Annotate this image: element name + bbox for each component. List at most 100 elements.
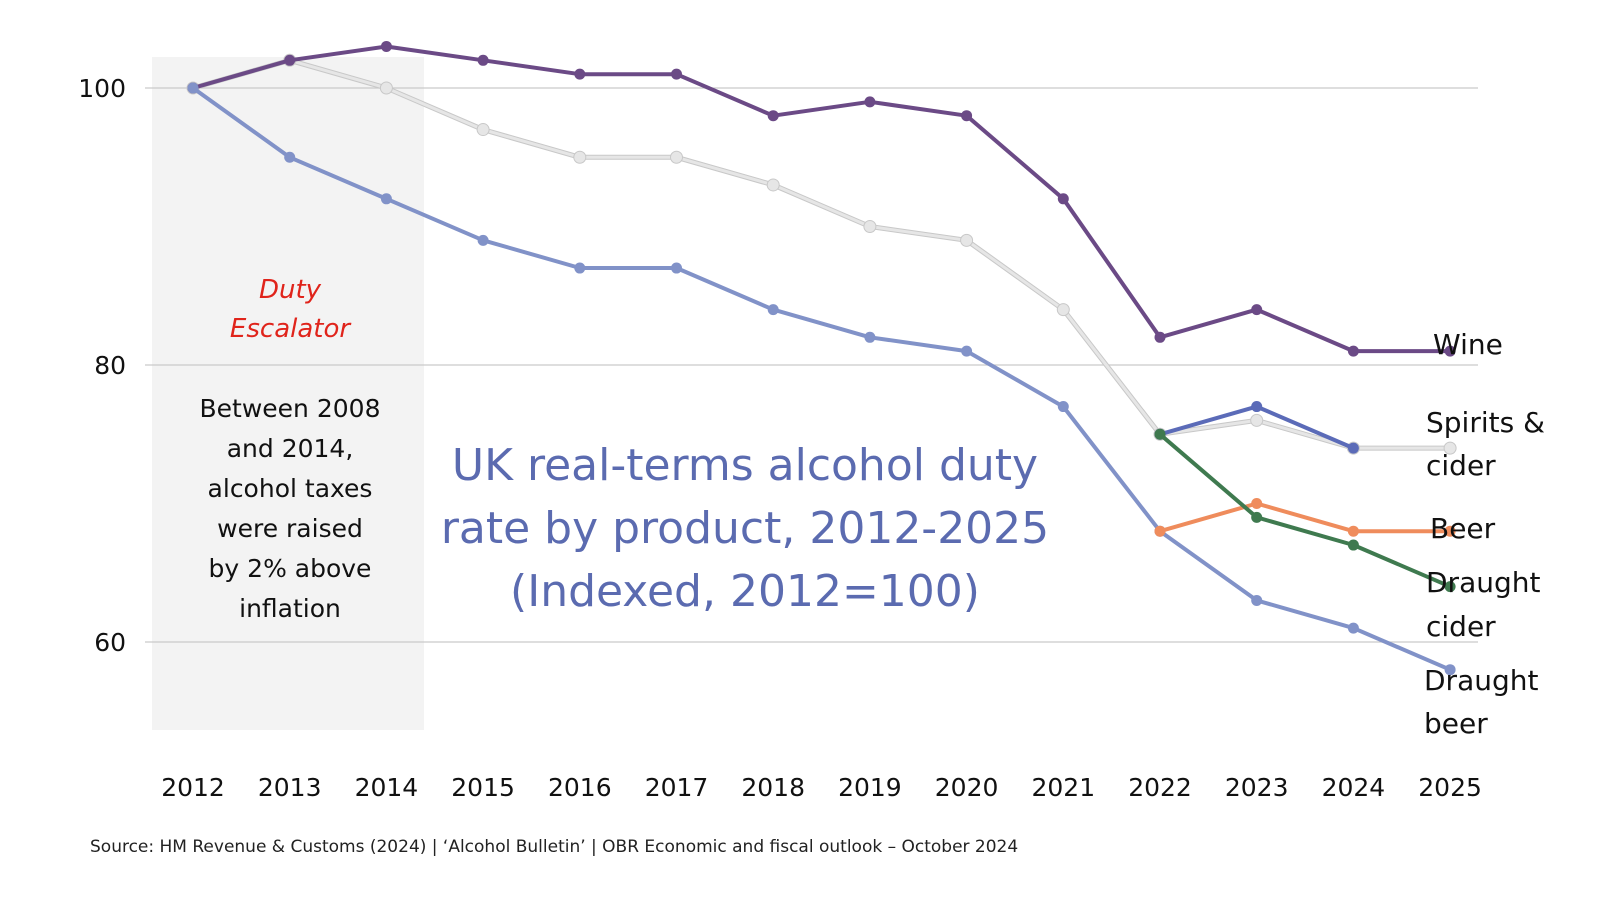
data-point bbox=[574, 262, 586, 274]
data-point bbox=[1154, 428, 1166, 440]
data-point bbox=[1154, 525, 1166, 537]
escalator-body-line: were raised bbox=[217, 514, 363, 543]
data-point bbox=[574, 68, 586, 80]
data-point bbox=[1347, 442, 1359, 454]
series-label-draught_beer: Draught bbox=[1424, 664, 1538, 697]
data-point bbox=[766, 178, 780, 192]
data-point bbox=[1251, 594, 1263, 606]
series-label-spirits_cider: Spirits & bbox=[1426, 406, 1545, 439]
x-tick-label: 2024 bbox=[1322, 773, 1386, 802]
x-tick-label: 2020 bbox=[935, 773, 999, 802]
data-point bbox=[477, 54, 489, 66]
data-point bbox=[284, 151, 296, 163]
series-spirits_variant bbox=[1154, 401, 1359, 454]
x-tick-label: 2025 bbox=[1418, 773, 1482, 802]
data-point bbox=[1057, 401, 1069, 413]
data-point bbox=[477, 234, 489, 246]
data-point bbox=[187, 82, 199, 94]
y-axis: 60 80 100 bbox=[78, 74, 126, 657]
gridlines bbox=[145, 87, 1478, 643]
source-note: Source: HM Revenue & Customs (2024) | ‘A… bbox=[90, 837, 1018, 857]
escalator-body-line: alcohol taxes bbox=[208, 474, 373, 503]
escalator-body-line: Between 2008 bbox=[200, 394, 381, 423]
x-tick-label: 2016 bbox=[548, 773, 612, 802]
data-point bbox=[670, 150, 683, 164]
x-tick-label: 2022 bbox=[1128, 773, 1192, 802]
x-tick-label: 2013 bbox=[258, 773, 322, 802]
data-point bbox=[1444, 664, 1456, 676]
escalator-title-line: Escalator bbox=[230, 314, 352, 344]
data-point bbox=[1057, 193, 1069, 205]
x-tick-label: 2014 bbox=[355, 773, 419, 802]
data-point bbox=[1056, 303, 1070, 317]
data-point bbox=[767, 110, 779, 122]
data-point bbox=[1444, 525, 1456, 537]
series-label-wine: Wine bbox=[1433, 328, 1503, 361]
data-point bbox=[380, 40, 392, 52]
series-line bbox=[192, 44, 1451, 354]
x-axis: 2012 2013 2014 2015 2016 2017 2018 2019 2020 2021… bbox=[161, 773, 1482, 802]
series-wine bbox=[187, 40, 1456, 357]
series-label-draught_beer: beer bbox=[1424, 707, 1488, 740]
data-point bbox=[863, 220, 877, 233]
data-point bbox=[1251, 304, 1263, 316]
x-tick-label: 2021 bbox=[1031, 773, 1095, 802]
data-point bbox=[1347, 525, 1359, 537]
series-line bbox=[1158, 432, 1451, 589]
data-point bbox=[1347, 622, 1359, 634]
y-tick-label: 80 bbox=[94, 351, 126, 380]
shaded-region-duty-escalator bbox=[152, 57, 424, 730]
series-label-spirits_cider: cider bbox=[1426, 449, 1496, 482]
data-point bbox=[961, 345, 973, 357]
x-tick-label: 2019 bbox=[838, 773, 902, 802]
x-tick-label: 2023 bbox=[1225, 773, 1289, 802]
data-point bbox=[1251, 498, 1263, 509]
data-point bbox=[1444, 345, 1456, 357]
chart-title-line: UK real-terms alcohol duty bbox=[452, 440, 1038, 491]
data-point bbox=[284, 54, 296, 66]
data-point bbox=[1444, 581, 1456, 593]
series-group bbox=[186, 40, 1457, 676]
series-label-draught_cider: Draught bbox=[1426, 566, 1540, 599]
escalator-body-line: inflation bbox=[239, 594, 341, 623]
y-tick-label: 60 bbox=[94, 628, 126, 657]
data-point bbox=[1251, 401, 1263, 413]
chart-title-line: (Indexed, 2012=100) bbox=[510, 566, 980, 617]
data-point bbox=[960, 233, 974, 247]
x-tick-label: 2017 bbox=[645, 773, 709, 802]
series-line bbox=[1159, 501, 1451, 534]
series-label-beer: Beer bbox=[1430, 512, 1496, 545]
series-spirits_cider bbox=[186, 53, 1457, 455]
escalator-body-line: by 2% above bbox=[209, 554, 372, 583]
data-point bbox=[671, 262, 682, 274]
data-point bbox=[1251, 511, 1263, 523]
data-point bbox=[379, 81, 393, 95]
data-point bbox=[1250, 413, 1264, 427]
escalator-body-line: and 2014, bbox=[227, 434, 354, 463]
data-point bbox=[671, 68, 682, 80]
escalator-title-line: Duty bbox=[259, 275, 322, 305]
series-line bbox=[191, 86, 1451, 672]
duty-escalator-annotation: Duty Escalator Between 2008 and 2014, al… bbox=[200, 275, 381, 623]
series-beer bbox=[1154, 498, 1456, 537]
data-point bbox=[1347, 345, 1359, 357]
series-labels: Spirits & cider Wine Draught beer Beer Draught… bbox=[1424, 328, 1545, 740]
data-point bbox=[1443, 441, 1457, 455]
x-tick-label: 2015 bbox=[451, 773, 515, 802]
data-point bbox=[380, 193, 392, 205]
data-point bbox=[864, 331, 876, 343]
data-point bbox=[1347, 539, 1359, 551]
data-point bbox=[573, 150, 587, 164]
data-point bbox=[1154, 331, 1166, 343]
data-point bbox=[476, 123, 490, 137]
chart-title-line: rate by product, 2012-2025 bbox=[441, 503, 1049, 554]
x-tick-label: 2012 bbox=[161, 773, 225, 802]
chart-title: UK real-terms alcohol duty rate by produ… bbox=[441, 440, 1049, 617]
series-line bbox=[192, 58, 1451, 450]
series-draught_cider bbox=[1154, 428, 1456, 593]
data-point bbox=[864, 96, 876, 108]
data-point bbox=[961, 110, 973, 122]
x-tick-label: 2018 bbox=[741, 773, 805, 802]
data-point bbox=[767, 304, 779, 316]
